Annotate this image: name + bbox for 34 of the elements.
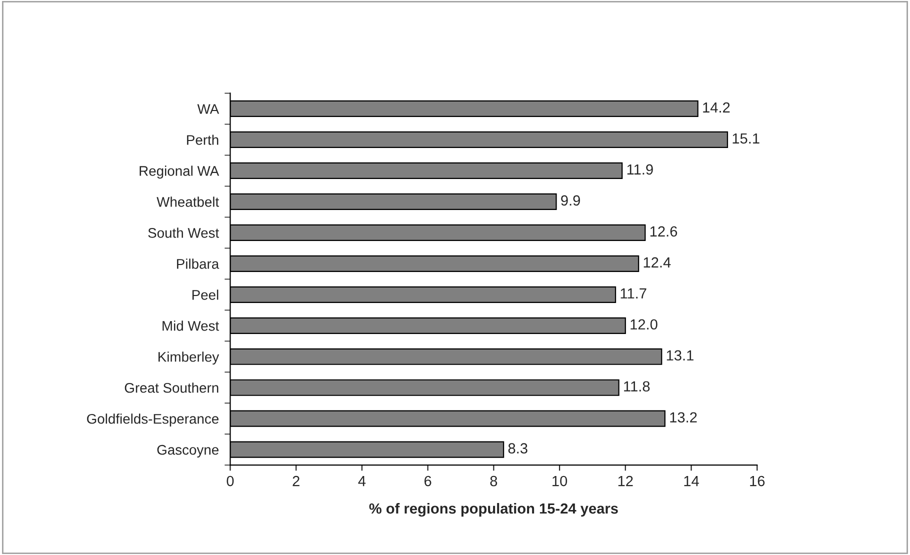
x-tick-label: 4: [358, 476, 366, 486]
y-tick-label: Wheatbelt: [156, 196, 220, 207]
data-label: 13.2: [670, 412, 697, 423]
x-tick-label: 2: [292, 476, 300, 486]
data-label: 12.6: [650, 226, 678, 237]
data-label: 9.9: [561, 195, 580, 206]
data-label: 8.3: [508, 443, 528, 454]
data-label: 11.7: [620, 288, 646, 298]
x-axis-title: % of regions population 15-24 years: [369, 502, 618, 517]
y-tick-label: Perth: [187, 134, 218, 145]
y-tick-label: Great Southern: [124, 382, 218, 393]
data-label: 12.0: [630, 319, 658, 330]
x-tick-label: 10: [552, 476, 568, 486]
data-label: 12.4: [644, 257, 671, 268]
y-tick-label: Mid West: [162, 320, 220, 331]
data-label: 11.8: [624, 381, 650, 392]
data-label: 11.9: [627, 164, 653, 175]
x-tick-label: 12: [618, 476, 633, 486]
y-tick-label: Goldfields-Esperance: [87, 414, 219, 427]
y-tick-label: Gascoyne: [157, 444, 219, 458]
y-tick-label: WA: [197, 104, 220, 114]
x-tick-label: 8: [490, 476, 498, 486]
data-label: 15.1: [732, 133, 760, 144]
x-tick-label: 16: [750, 476, 765, 486]
data-label: 13.1: [666, 350, 694, 361]
data-label: 14.2: [703, 102, 730, 113]
x-tick-label: 0: [226, 476, 234, 486]
x-tick-label: 6: [424, 476, 432, 486]
x-tick-label: 14: [684, 476, 699, 486]
y-tick-label: Pilbara: [177, 258, 220, 269]
y-tick-label: Peel: [192, 290, 218, 300]
y-tick-label: South West: [148, 228, 220, 238]
y-tick-label: Regional WA: [140, 166, 220, 179]
y-tick-label: Kimberley: [158, 352, 220, 365]
